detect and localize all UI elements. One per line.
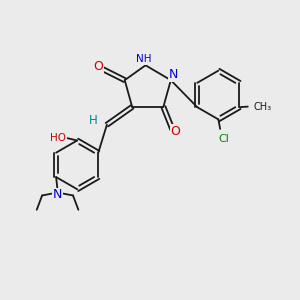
Text: Cl: Cl (218, 134, 229, 144)
Text: N: N (169, 68, 178, 81)
Text: NH: NH (136, 54, 152, 64)
Text: O: O (170, 125, 180, 138)
Text: N: N (53, 188, 62, 201)
Text: H: H (89, 114, 98, 127)
Text: O: O (94, 60, 103, 73)
Text: HO: HO (50, 133, 66, 142)
Text: CH₃: CH₃ (254, 102, 272, 112)
